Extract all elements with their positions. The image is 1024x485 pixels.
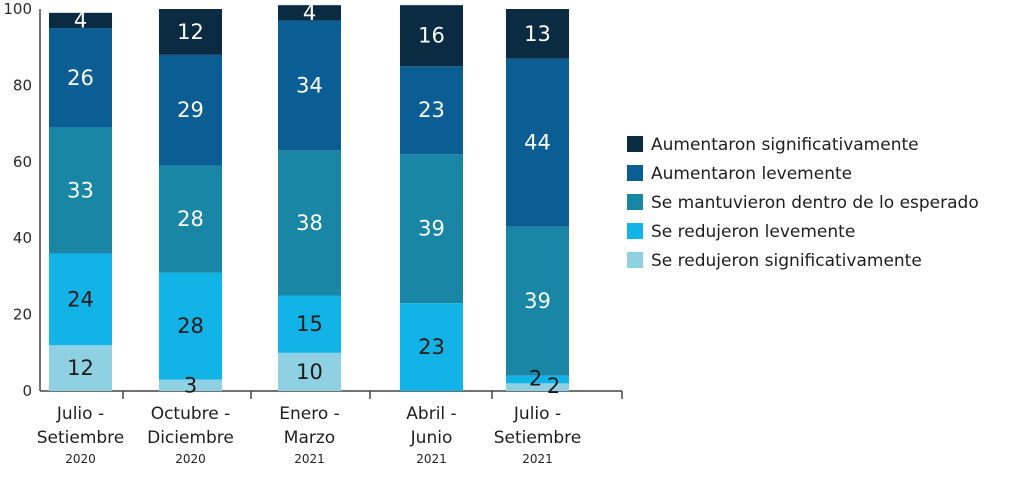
data-label: 16 (418, 24, 445, 48)
x-tick-label: Diciembre (147, 428, 234, 448)
bar-segment (506, 58, 569, 227)
data-label: 12 (67, 356, 94, 380)
y-axis: 0 20 40 60 80 100 (3, 0, 41, 400)
data-label: 38 (296, 211, 323, 235)
bar-segment (49, 28, 112, 128)
data-label: 15 (296, 312, 323, 336)
x-tick-year: 2021 (522, 452, 553, 466)
data-label: 34 (296, 73, 323, 97)
x-tick-label: Enero - (279, 404, 340, 424)
bar-segment (278, 295, 341, 353)
bar-segment (506, 375, 569, 384)
bar-stack: 10 15 38 34 4 (278, 1, 341, 391)
bar-segment (278, 20, 341, 151)
data-label: 28 (177, 207, 204, 231)
data-label: 12 (177, 20, 204, 44)
bar-segment (159, 9, 222, 55)
x-tick-label: Octubre - (151, 404, 231, 424)
x-tick-year: 2020 (175, 452, 206, 466)
x-tick-year: 2020 (65, 452, 96, 466)
x-tick-label: Julio - (56, 404, 104, 424)
bar-segment (278, 352, 341, 391)
data-label: 33 (67, 178, 94, 202)
legend-swatch (627, 165, 643, 181)
legend-swatch (627, 252, 643, 268)
y-tick-label: 40 (13, 229, 32, 247)
x-axis: Julio - Setiembre 2020 Octubre - Diciembre 20… (37, 390, 623, 466)
bar-segment (49, 253, 112, 346)
y-tick-label: 20 (13, 306, 32, 324)
y-tick-label: 0 (22, 382, 32, 400)
bar-stack: 3 28 28 29 12 (159, 9, 222, 397)
x-tick-year: 2021 (416, 452, 447, 466)
bar-stack: 22 39 44 13 (506, 9, 569, 398)
data-label: 44 (524, 131, 551, 155)
bar-segment (49, 345, 112, 391)
legend: Aumentaron significativamente Aumentaron … (627, 135, 979, 271)
data-label: 24 (67, 287, 94, 311)
data-label: 29 (177, 98, 204, 122)
bar-stack: 23 39 23 16 (400, 5, 463, 391)
data-label: 39 (418, 217, 445, 241)
bar-segment (49, 127, 112, 254)
bar-segment (159, 272, 222, 380)
legend-label: Aumentaron significativamente (651, 135, 919, 155)
x-tick-label: Julio - (513, 404, 561, 424)
data-label: 26 (67, 66, 94, 90)
x-tick-label: Abril - (406, 404, 456, 424)
x-tick-label: Marzo (284, 428, 335, 448)
bar-segment (159, 54, 222, 166)
bar-segment (400, 154, 463, 304)
x-tick-label: Junio (410, 428, 453, 448)
bar-stack: 12 24 33 26 4 (49, 8, 112, 391)
bar-segment (400, 5, 463, 67)
bar-segment (278, 150, 341, 296)
data-label: 4 (303, 1, 316, 25)
data-label: 23 (418, 335, 445, 359)
bar-segment (278, 5, 341, 21)
data-label: 4 (74, 8, 87, 32)
legend-label: Se redujeron significativamente (651, 251, 922, 271)
bar-segment (400, 66, 463, 155)
data-label: 2 (547, 374, 560, 398)
data-label: 10 (296, 360, 323, 384)
bar-segment (506, 226, 569, 376)
bar-segment (159, 165, 222, 273)
legend-label: Aumentaron levemente (651, 164, 852, 184)
y-tick-label: 80 (13, 76, 32, 94)
y-tick-label: 100 (3, 0, 32, 18)
x-tick-year: 2021 (294, 452, 325, 466)
legend-swatch (627, 194, 643, 210)
legend-label: Se mantuvieron dentro de lo esperado (651, 193, 979, 213)
data-label: 23 (418, 98, 445, 122)
legend-label: Se redujeron levemente (651, 222, 855, 242)
data-label: 13 (524, 22, 551, 46)
data-label: 2 (529, 367, 542, 391)
bars: 12 24 33 26 4 3 28 28 29 12 10 15 38 34 4 23 39 23 16 22 39 4… (49, 1, 569, 398)
bar-segment (49, 12, 112, 29)
legend-swatch (627, 223, 643, 239)
x-tick-label: Setiembre (494, 428, 582, 448)
bar-segment (159, 379, 222, 391)
data-label: 39 (524, 289, 551, 313)
bar-segment (400, 303, 463, 391)
x-tick-label: Setiembre (37, 428, 125, 448)
bar-segment (506, 9, 569, 59)
legend-swatch (627, 136, 643, 152)
bar-segment (506, 383, 569, 391)
data-label: 3 (184, 373, 197, 397)
y-tick-label: 60 (13, 153, 32, 171)
data-label: 28 (177, 314, 204, 338)
